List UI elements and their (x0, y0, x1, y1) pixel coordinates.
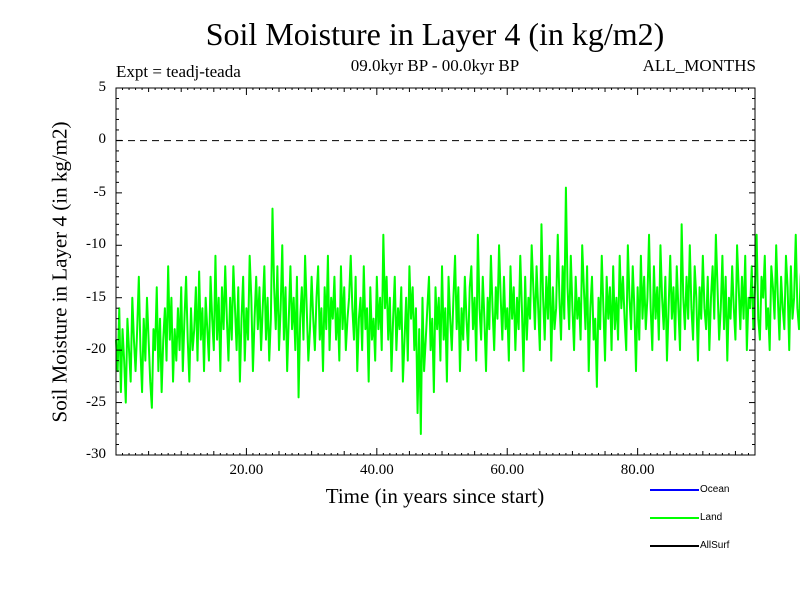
y-tick-label: -25 (86, 393, 106, 410)
months-label: ALL_MONTHS (642, 56, 756, 75)
legend-label-ocean: Ocean (700, 484, 730, 495)
legend-label-allsurf: AllSurf (700, 540, 730, 551)
x-tick-label: 20.00 (229, 462, 264, 478)
y-tick-label: 5 (98, 79, 107, 95)
y-axis-label: Soil Moisture in Layer 4 (in kg/m2) (47, 121, 72, 423)
experiment-label: Expt = teadj-teada (116, 62, 241, 81)
y-tick-label: -30 (86, 446, 106, 462)
chart-title: Soil Moisture in Layer 4 (in kg/m2) (205, 16, 665, 52)
x-tick-label: 80.00 (620, 462, 655, 478)
y-tick-label: -15 (86, 288, 106, 305)
legend-label-land: Land (700, 512, 723, 523)
x-axis-label: Time (in years since start) (325, 484, 545, 508)
y-tick-label: -20 (86, 341, 106, 358)
x-tick-label: 60.00 (490, 462, 525, 478)
period-label: 09.0kyr BP - 00.0kyr BP (350, 56, 520, 75)
y-tick-label: -5 (93, 183, 107, 200)
y-tick-label: 0 (98, 131, 107, 148)
x-tick-label: 40.00 (359, 462, 394, 478)
y-tick-label: -10 (86, 236, 106, 253)
series-line-land (115, 186, 800, 436)
